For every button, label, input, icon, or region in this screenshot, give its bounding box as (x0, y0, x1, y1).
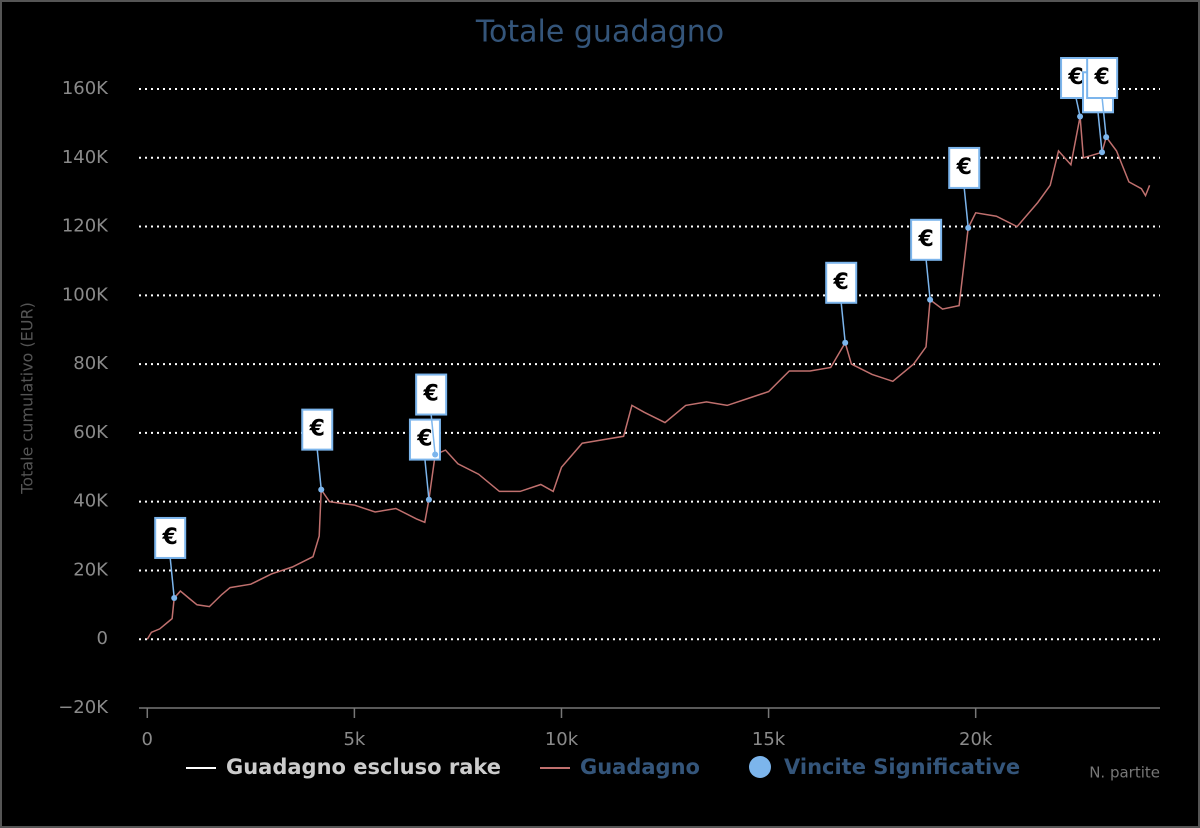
flag-point (1099, 149, 1106, 156)
flag-stem (840, 302, 846, 343)
flag-stem (430, 414, 436, 455)
flag-text: € (309, 417, 325, 442)
y-tick-label: 140K (62, 147, 109, 168)
flag-box (948, 146, 981, 189)
flag-point (965, 224, 972, 231)
flag-text: € (833, 270, 849, 295)
flag-text: € (162, 525, 178, 550)
data-line (146, 116, 1151, 640)
y-axis-title: Totale cumulativo (EUR) (18, 302, 37, 495)
flag-box (825, 261, 858, 304)
flag-stem (963, 187, 969, 229)
legend-label: Guadagno (580, 755, 700, 779)
flag-stem (1075, 97, 1081, 117)
flag-point (432, 451, 439, 458)
y-tick-label: 0 (97, 628, 108, 649)
flag-text: € (1067, 65, 1083, 90)
flag-stem (169, 557, 175, 599)
legend-symbol (749, 756, 771, 778)
x-tick-label: 0 (142, 729, 153, 750)
flag-stem (424, 459, 430, 500)
flag-point (927, 296, 934, 303)
flag-text: € (917, 227, 933, 252)
flag-box (301, 408, 334, 451)
flag-point (1077, 113, 1084, 120)
y-tick-label: 20K (73, 559, 109, 580)
y-tick-label: 40K (73, 491, 109, 512)
flag-box (415, 373, 448, 416)
x-tick-label: 10k (545, 729, 579, 750)
x-axis-title: N. partite (1089, 764, 1160, 782)
flag-text: € (422, 382, 438, 407)
y-tick-label: 80K (73, 353, 109, 374)
flag-text: € (956, 155, 972, 180)
chart-title: Totale guadagno (475, 15, 724, 50)
flag-point (425, 496, 432, 503)
flag-box (1086, 57, 1119, 99)
flag-text: € (1093, 65, 1109, 90)
y-tick-label: −20K (58, 697, 109, 718)
flag-stem (925, 259, 931, 300)
y-tick-label: 120K (62, 216, 109, 237)
flag-stem (1097, 112, 1103, 153)
legend-label: Vincite Significative (784, 755, 1020, 779)
flag-box (910, 218, 943, 261)
flag-point (842, 339, 849, 346)
flag-box (154, 516, 187, 559)
flag-point (171, 594, 178, 601)
x-tick-label: 15k (752, 729, 786, 750)
legend-label: Guadagno escluso rake (226, 755, 501, 779)
y-tick-label: 100K (62, 284, 109, 305)
flag-stem (316, 449, 322, 490)
y-tick-label: 60K (73, 422, 109, 443)
flag-point (318, 486, 325, 493)
flag-stem (1101, 97, 1107, 138)
flag-point (1103, 134, 1110, 141)
flag-text: € (416, 427, 432, 452)
x-tick-label: 5k (343, 729, 365, 750)
y-tick-label: 160K (62, 78, 109, 99)
x-tick-label: 20k (959, 729, 993, 750)
